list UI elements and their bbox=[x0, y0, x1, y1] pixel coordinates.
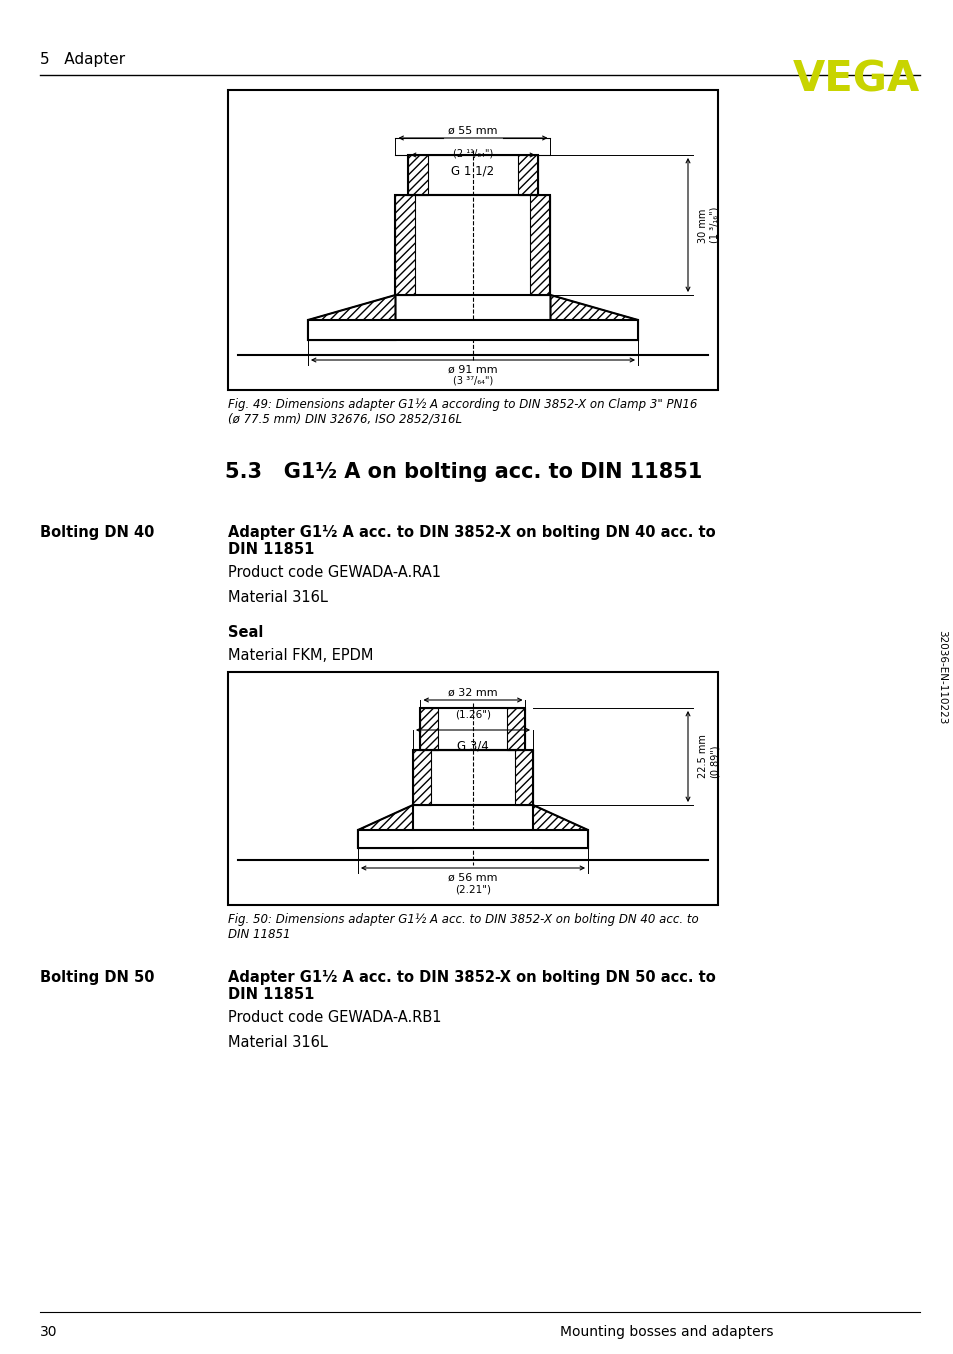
Text: G 3/4: G 3/4 bbox=[456, 741, 488, 753]
Polygon shape bbox=[533, 806, 587, 848]
Polygon shape bbox=[308, 295, 395, 340]
Text: 22.5 mm
(0.89"): 22.5 mm (0.89") bbox=[698, 735, 719, 779]
Text: (2 ¹¹/₆₄"): (2 ¹¹/₆₄") bbox=[453, 148, 493, 158]
Bar bbox=[420, 708, 525, 750]
Text: Fig. 50: Dimensions adapter G1½ A acc. to DIN 3852-X on bolting DN 40 acc. to
DI: Fig. 50: Dimensions adapter G1½ A acc. t… bbox=[228, 913, 698, 941]
Bar bbox=[228, 89, 718, 390]
Polygon shape bbox=[550, 295, 638, 340]
Text: ø 32 mm: ø 32 mm bbox=[448, 688, 497, 699]
Text: (3 ³⁷/₆₄"): (3 ³⁷/₆₄") bbox=[453, 376, 493, 386]
Bar bbox=[530, 195, 550, 295]
Bar bbox=[413, 750, 533, 806]
Text: Material 316L: Material 316L bbox=[228, 1034, 328, 1049]
Text: 5   Adapter: 5 Adapter bbox=[40, 51, 125, 66]
Text: Mounting bosses and adapters: Mounting bosses and adapters bbox=[559, 1326, 773, 1339]
Text: Adapter G1½ A acc. to DIN 3852-X on bolting DN 40 acc. to
DIN 11851: Adapter G1½ A acc. to DIN 3852-X on bolt… bbox=[228, 525, 715, 558]
Text: 30: 30 bbox=[40, 1326, 57, 1339]
Text: Product code GEWADA-A.RB1: Product code GEWADA-A.RB1 bbox=[228, 1010, 441, 1025]
Bar bbox=[413, 750, 431, 806]
Text: Adapter G1½ A acc. to DIN 3852-X on bolting DN 50 acc. to
DIN 11851: Adapter G1½ A acc. to DIN 3852-X on bolt… bbox=[228, 969, 715, 1002]
Text: Fig. 49: Dimensions adapter G1½ A according to DIN 3852-X on Clamp 3" PN16
(ø 77: Fig. 49: Dimensions adapter G1½ A accord… bbox=[228, 398, 697, 427]
Bar bbox=[357, 830, 587, 848]
Text: ø 55 mm: ø 55 mm bbox=[448, 126, 497, 135]
Bar bbox=[395, 195, 416, 295]
Text: (1.26"): (1.26") bbox=[455, 709, 491, 720]
Bar bbox=[395, 195, 550, 295]
Text: Seal: Seal bbox=[228, 626, 263, 640]
Bar bbox=[420, 708, 438, 750]
Text: ø 56 mm: ø 56 mm bbox=[448, 873, 497, 883]
Polygon shape bbox=[357, 806, 413, 848]
Bar bbox=[308, 320, 638, 340]
Text: 5.3   G1½ A on bolting acc. to DIN 11851: 5.3 G1½ A on bolting acc. to DIN 11851 bbox=[225, 462, 701, 482]
Bar bbox=[408, 154, 428, 195]
Text: ø 91 mm: ø 91 mm bbox=[448, 366, 497, 375]
Text: Material FKM, EPDM: Material FKM, EPDM bbox=[228, 649, 373, 663]
Bar bbox=[517, 154, 537, 195]
Text: Material 316L: Material 316L bbox=[228, 590, 328, 605]
Bar bbox=[507, 708, 525, 750]
Bar bbox=[515, 750, 533, 806]
Text: VEGA: VEGA bbox=[792, 58, 919, 100]
Text: 32036-EN-110223: 32036-EN-110223 bbox=[936, 630, 946, 724]
Bar bbox=[228, 672, 718, 904]
Text: Product code GEWADA-A.RA1: Product code GEWADA-A.RA1 bbox=[228, 565, 440, 580]
Text: (2.21"): (2.21") bbox=[455, 884, 491, 894]
Text: Bolting DN 40: Bolting DN 40 bbox=[40, 525, 154, 540]
Bar bbox=[408, 154, 537, 195]
Text: Bolting DN 50: Bolting DN 50 bbox=[40, 969, 154, 984]
Text: G 1 1/2: G 1 1/2 bbox=[451, 165, 494, 177]
Text: 30 mm
(1 ³/₁₆"): 30 mm (1 ³/₁₆") bbox=[698, 207, 719, 244]
